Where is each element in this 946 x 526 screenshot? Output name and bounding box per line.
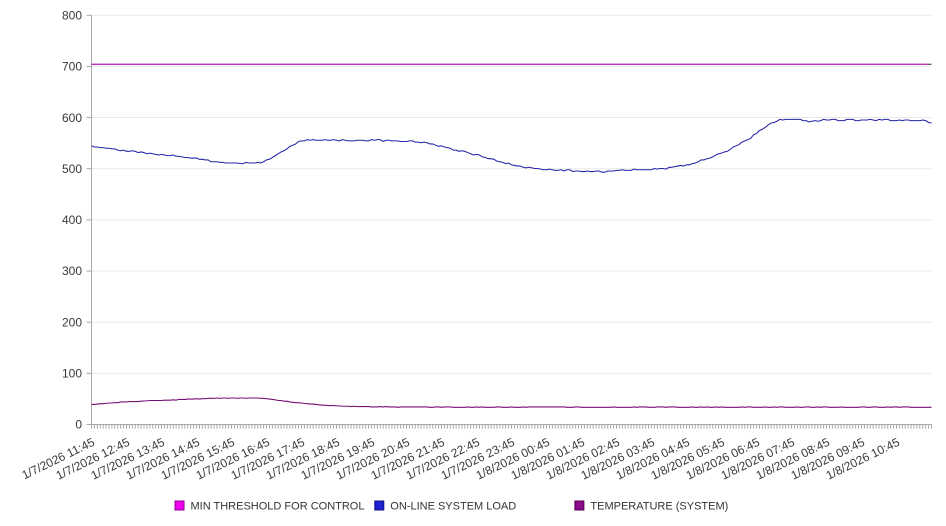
svg-text:MIN THRESHOLD FOR CONTROL: MIN THRESHOLD FOR CONTROL <box>191 501 365 513</box>
svg-text:500: 500 <box>62 162 82 176</box>
svg-text:TEMPERATURE (SYSTEM): TEMPERATURE (SYSTEM) <box>590 501 728 513</box>
svg-text:300: 300 <box>62 264 82 278</box>
svg-text:0: 0 <box>75 418 82 432</box>
svg-text:600: 600 <box>62 111 82 125</box>
svg-text:700: 700 <box>62 60 82 74</box>
svg-text:ON-LINE SYSTEM LOAD: ON-LINE SYSTEM LOAD <box>390 501 516 513</box>
svg-text:800: 800 <box>62 8 82 22</box>
svg-text:400: 400 <box>62 213 82 227</box>
svg-text:100: 100 <box>62 367 82 381</box>
svg-text:200: 200 <box>62 315 82 329</box>
